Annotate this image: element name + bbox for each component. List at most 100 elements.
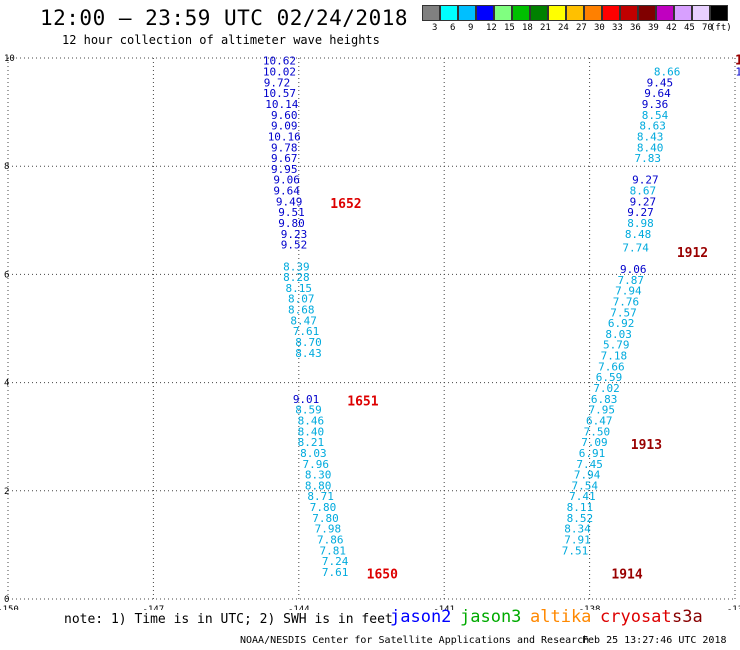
swh-value-label: 7.94 bbox=[574, 469, 601, 482]
swh-value-label: 8.67 bbox=[630, 185, 657, 198]
swh-value-label: 8.40 bbox=[637, 141, 664, 154]
swh-value-label: 7.81 bbox=[319, 544, 346, 557]
swh-value-label: 8.52 bbox=[567, 512, 594, 525]
swh-value-label: 10.62 bbox=[263, 55, 296, 68]
legend-swatch bbox=[422, 5, 440, 21]
swh-value-label: 7.18 bbox=[601, 350, 628, 363]
legend-swatch bbox=[566, 5, 584, 21]
swh-value-label: 9.01 bbox=[293, 393, 320, 406]
legend-swatch bbox=[548, 5, 566, 21]
legend-swatch bbox=[494, 5, 512, 21]
pass-time-label: 1652 bbox=[330, 197, 361, 212]
legend-swatch bbox=[692, 5, 710, 21]
x-tick-label: -147 bbox=[143, 605, 165, 610]
footer-note: note: 1) Time is in UTC; 2) SWH is in fe… bbox=[64, 612, 393, 627]
axis-tick-labels: -150 -147 -144 -141 -138 -13 0 2 4 6 8 10 bbox=[0, 54, 740, 610]
pass-time-label: 1912 bbox=[677, 246, 708, 261]
swh-value-label: 9.64 bbox=[273, 185, 300, 198]
swh-value-label: 7.87 bbox=[618, 274, 645, 287]
swh-value-label: 8.03 bbox=[605, 328, 632, 341]
legend-label: 12 bbox=[486, 23, 497, 33]
swh-value-label: 7.74 bbox=[622, 241, 649, 254]
swh-value-label: 9.23 bbox=[281, 228, 308, 241]
swh-value-label: 8.03 bbox=[300, 447, 327, 460]
swh-value-label: 6.59 bbox=[596, 371, 623, 384]
x-tick-label: -13 bbox=[727, 605, 740, 610]
swh-value-label: 7.96 bbox=[303, 458, 330, 471]
data-labels: 10.6210.029.7210.5710.149.609.0910.169.7… bbox=[263, 55, 740, 579]
swh-value-label: 8.54 bbox=[642, 109, 669, 122]
legend-label: 3 bbox=[432, 23, 438, 33]
swh-value-label: 9.09 bbox=[271, 120, 298, 133]
swh-value-label: 8.43 bbox=[295, 347, 322, 360]
legend-label: 18 bbox=[522, 23, 533, 33]
wave-height-plot: -150 -147 -144 -141 -138 -13 0 2 4 6 8 10 10.6210.0… bbox=[0, 54, 740, 610]
pass-time-label: 1651 bbox=[347, 395, 378, 410]
legend-label: (ft) bbox=[710, 23, 732, 33]
swh-value-label: 7.57 bbox=[610, 306, 637, 319]
legend-label: 36 bbox=[630, 23, 641, 33]
x-tick-label: -150 bbox=[0, 605, 19, 610]
legend-swatch bbox=[620, 5, 638, 21]
satellite-legend-s3a: s3a bbox=[672, 607, 703, 627]
y-tick-label: 6 bbox=[4, 270, 9, 280]
swh-value-label: 7.09 bbox=[581, 436, 608, 449]
swh-value-label: 9.52 bbox=[281, 239, 308, 252]
swh-value-label: 8.66 bbox=[654, 66, 681, 79]
swh-value-label: 10.02 bbox=[263, 66, 296, 79]
swh-value-label: 11.26 bbox=[735, 66, 740, 79]
y-tick-label: 2 bbox=[4, 487, 9, 497]
pass-time-label: 1913 bbox=[631, 438, 662, 453]
swh-value-label: 8.43 bbox=[637, 130, 664, 143]
swh-value-label: 7.95 bbox=[588, 404, 615, 417]
swh-value-label: 7.91 bbox=[564, 533, 591, 546]
swh-value-label: 9.72 bbox=[264, 76, 291, 89]
swh-value-label: 8.46 bbox=[298, 414, 325, 427]
swh-value-label: 8.70 bbox=[295, 336, 322, 349]
x-tick-label: -144 bbox=[288, 605, 310, 610]
chart-subtitle: 12 hour collection of altimeter wave hei… bbox=[62, 33, 380, 47]
swh-value-label: 9.49 bbox=[276, 195, 303, 208]
swh-value-label: 8.28 bbox=[283, 271, 310, 284]
legend-label: 6 bbox=[450, 23, 456, 33]
swh-value-label: 8.40 bbox=[298, 425, 325, 438]
swh-value-label: 9.78 bbox=[271, 141, 298, 154]
chart-title: 12:00 – 23:59 UTC 02/24/2018 bbox=[40, 6, 409, 30]
swh-value-label: 10.57 bbox=[263, 87, 296, 100]
swh-value-label: 6.91 bbox=[579, 447, 606, 460]
legend-label: 42 bbox=[666, 23, 677, 33]
swh-value-label: 7.80 bbox=[310, 501, 337, 514]
color-legend bbox=[422, 5, 728, 21]
swh-value-label: 9.67 bbox=[271, 152, 298, 165]
satellite-legend-cryosat: cryosat bbox=[600, 607, 672, 627]
swh-value-label: 8.21 bbox=[298, 436, 325, 449]
swh-value-label: 8.47 bbox=[290, 314, 317, 327]
pass-time-label: 1911 bbox=[735, 54, 740, 69]
legend-swatch bbox=[476, 5, 494, 21]
swh-value-label: 10.14 bbox=[265, 98, 298, 111]
swh-value-label: 7.86 bbox=[317, 533, 344, 546]
swh-value-label: 9.06 bbox=[620, 263, 647, 276]
legend-label: 30 bbox=[594, 23, 605, 33]
swh-value-label: 9.27 bbox=[627, 206, 654, 219]
swh-value-label: 9.06 bbox=[273, 174, 300, 187]
legend-swatch bbox=[674, 5, 692, 21]
swh-value-label: 7.76 bbox=[613, 295, 640, 308]
legend-label: 9 bbox=[468, 23, 474, 33]
swh-value-label: 7.61 bbox=[293, 325, 320, 338]
swh-value-label: 6.83 bbox=[591, 393, 618, 406]
swh-value-label: 8.80 bbox=[305, 479, 332, 492]
swh-value-label: 6.92 bbox=[608, 317, 635, 330]
swh-value-label: 9.60 bbox=[271, 109, 298, 122]
swh-value-label: 8.68 bbox=[288, 304, 315, 317]
legend-swatch bbox=[458, 5, 476, 21]
swh-value-label: 7.51 bbox=[562, 544, 589, 557]
y-tick-label: 8 bbox=[4, 162, 9, 172]
satellite-legend-jason3: jason3 bbox=[460, 607, 522, 627]
swh-value-label: 8.15 bbox=[286, 282, 313, 295]
legend-label: 45 bbox=[684, 23, 695, 33]
swh-value-label: 9.45 bbox=[647, 76, 674, 89]
swh-value-label: 8.39 bbox=[283, 260, 310, 273]
swh-value-label: 8.11 bbox=[567, 501, 594, 514]
swh-value-label: 10.16 bbox=[268, 130, 301, 143]
